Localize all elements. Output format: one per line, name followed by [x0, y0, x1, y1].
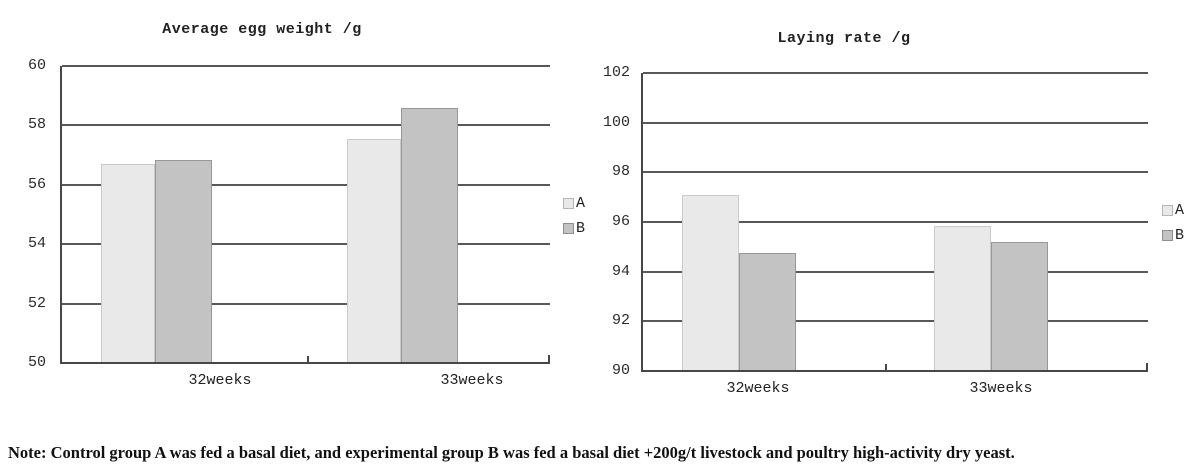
y-tick-label-52: 52 — [27, 294, 46, 312]
y-tick-label-100: 100 — [602, 113, 630, 131]
bar-32weeks-b — [739, 253, 796, 371]
x-axis-mid-tick — [307, 356, 309, 362]
legend-swatch-b — [563, 222, 574, 234]
gridline-102 — [643, 72, 1148, 74]
legend-swatch-b — [1162, 229, 1173, 241]
y-axis — [641, 73, 643, 371]
legend-swatch-a — [563, 197, 574, 209]
y-tick-label-60: 60 — [27, 57, 46, 74]
gridline-60 — [62, 65, 550, 67]
legend-label-b: B — [576, 219, 586, 237]
x-axis-end-tick — [548, 355, 550, 363]
x-category-label-33weeks: 33weeks — [969, 380, 1033, 397]
legend-item-a: A — [563, 194, 586, 212]
gridline-96 — [643, 221, 1148, 223]
x-axis — [641, 370, 1148, 372]
legend-swatch-a — [1162, 204, 1173, 216]
legend-label-a: A — [1175, 201, 1185, 219]
x-category-label-32weeks: 32weeks — [726, 380, 790, 397]
bar-32weeks-a — [101, 164, 155, 363]
y-axis — [60, 66, 62, 363]
x-axis-end-tick — [1146, 363, 1148, 371]
bar-32weeks-b — [155, 159, 212, 363]
bar-33weeks-b — [991, 241, 1048, 371]
gridline-98 — [643, 171, 1148, 174]
y-tick-label-102: 102 — [602, 64, 630, 81]
gridline-92 — [643, 320, 1148, 323]
bar-33weeks-a — [934, 225, 991, 371]
x-axis-mid-tick — [885, 364, 887, 370]
bar-33weeks-a — [347, 138, 401, 363]
chart-title-laying-rate: Laying rate /g — [777, 30, 911, 47]
bar-33weeks-b — [401, 107, 458, 363]
gridline-100 — [643, 121, 1148, 124]
legend-label-a: A — [576, 194, 586, 212]
legend-item-b: B — [563, 219, 586, 237]
y-tick-label-96: 96 — [611, 213, 630, 230]
legend-label-b: B — [1175, 226, 1185, 244]
bar-32weeks-a — [682, 194, 739, 371]
x-axis — [60, 362, 550, 364]
y-tick-label-92: 92 — [611, 312, 630, 330]
gridline-94 — [643, 270, 1148, 273]
y-tick-label-58: 58 — [27, 116, 46, 134]
gridline-52 — [62, 302, 550, 305]
y-tick-label-56: 56 — [27, 175, 46, 193]
gridline-58 — [62, 124, 550, 127]
x-category-label-33weeks: 33weeks — [440, 372, 504, 389]
gridline-56 — [62, 183, 550, 186]
legend-item-a: A — [1162, 201, 1185, 219]
gridline-54 — [62, 243, 550, 246]
y-tick-label-90: 90 — [611, 362, 630, 379]
chart-title-egg-weight: Average egg weight /g — [162, 21, 362, 38]
y-tick-label-94: 94 — [611, 262, 630, 280]
legend-item-b: B — [1162, 226, 1185, 244]
y-tick-label-54: 54 — [27, 235, 46, 253]
figure-note: Note: Control group A was fed a basal di… — [8, 443, 1015, 462]
x-category-label-32weeks: 32weeks — [188, 372, 252, 389]
y-tick-label-50: 50 — [27, 354, 46, 371]
y-tick-label-98: 98 — [611, 163, 630, 181]
